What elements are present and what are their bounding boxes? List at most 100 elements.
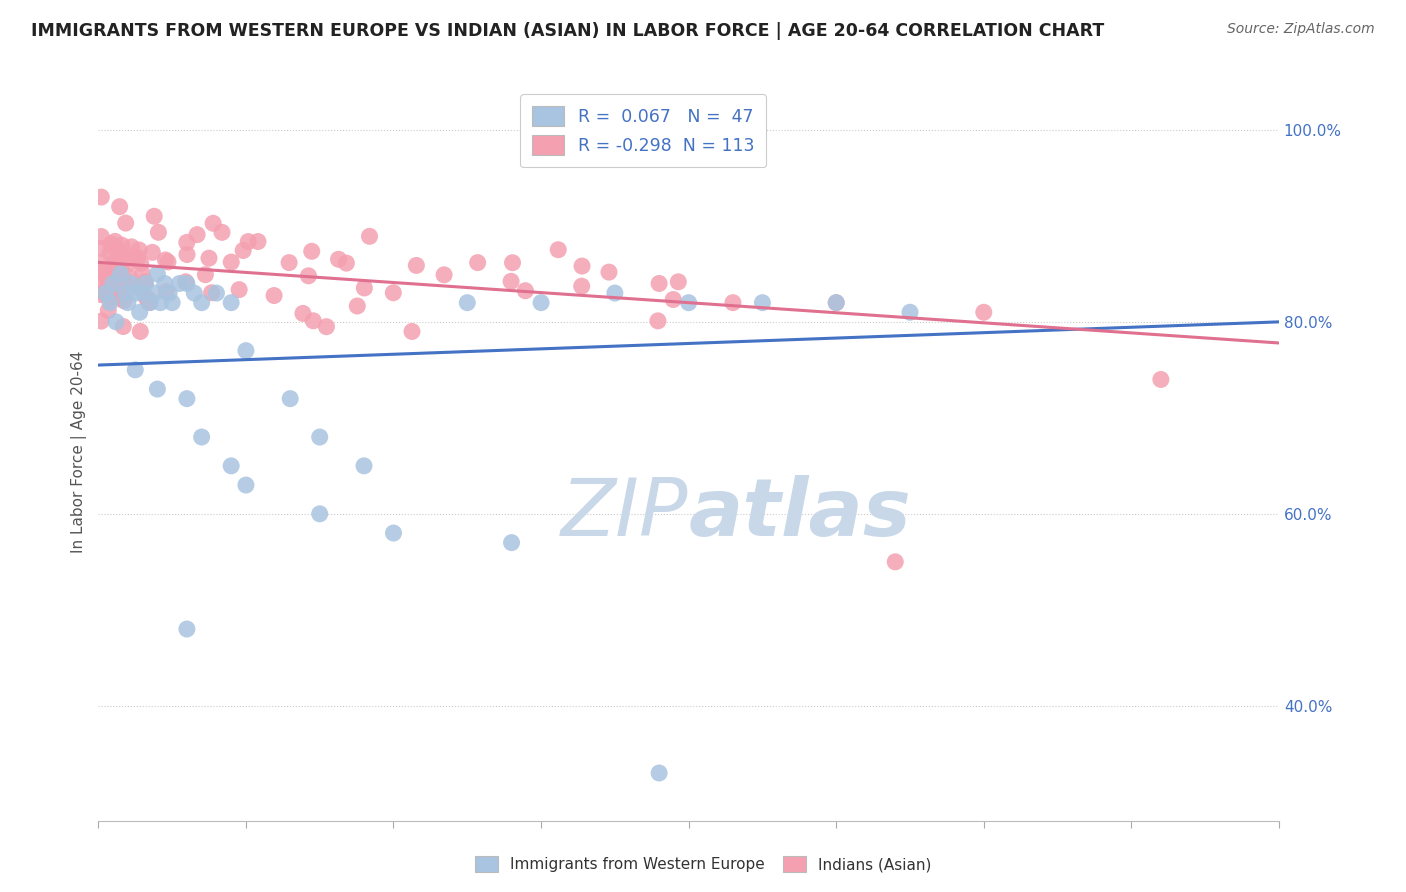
Point — [662, 293, 685, 307]
Point — [467, 255, 489, 269]
Point — [346, 299, 368, 313]
Point — [143, 286, 166, 301]
Point — [90, 314, 112, 328]
Legend: Immigrants from Western Europe, Indians (Asian): Immigrants from Western Europe, Indians … — [467, 848, 939, 880]
Point — [143, 209, 166, 223]
Point — [157, 286, 180, 301]
Point — [169, 277, 191, 291]
Point — [129, 325, 152, 339]
Point — [104, 235, 127, 249]
Point — [104, 260, 127, 275]
Point — [263, 288, 285, 302]
Point — [353, 281, 375, 295]
Point — [107, 244, 129, 258]
Point — [190, 430, 212, 444]
Point — [94, 286, 117, 301]
Point — [98, 273, 121, 287]
Point — [149, 295, 172, 310]
Point — [155, 252, 177, 267]
Point — [202, 216, 225, 230]
Point — [198, 251, 221, 265]
Point — [112, 247, 135, 261]
Point — [174, 275, 197, 289]
Point — [132, 277, 155, 291]
Point — [156, 255, 179, 269]
Text: IMMIGRANTS FROM WESTERN EUROPE VS INDIAN (ASIAN) IN LABOR FORCE | AGE 20-64 CORR: IMMIGRANTS FROM WESTERN EUROPE VS INDIAN… — [31, 22, 1104, 40]
Point — [232, 244, 254, 258]
Point — [108, 251, 131, 265]
Point — [98, 245, 121, 260]
Point — [121, 240, 143, 254]
Point — [114, 276, 136, 290]
Point — [90, 287, 112, 301]
Point — [302, 314, 325, 328]
Point — [884, 555, 907, 569]
Y-axis label: In Labor Force | Age 20-64: In Labor Force | Age 20-64 — [72, 351, 87, 553]
Point — [235, 343, 257, 358]
Point — [101, 267, 124, 281]
Point — [278, 255, 301, 269]
Point — [515, 284, 537, 298]
Point — [127, 251, 149, 265]
Point — [176, 277, 198, 291]
Point — [110, 291, 132, 305]
Point — [114, 285, 136, 300]
Point — [117, 257, 139, 271]
Point — [101, 267, 124, 281]
Point — [110, 277, 132, 291]
Point — [134, 275, 156, 289]
Point — [112, 319, 135, 334]
Point — [359, 229, 381, 244]
Point — [115, 274, 138, 288]
Point — [190, 295, 212, 310]
Point — [666, 275, 689, 289]
Point — [135, 277, 157, 291]
Point — [118, 270, 141, 285]
Point — [103, 255, 125, 269]
Point — [146, 267, 169, 281]
Point — [401, 325, 423, 339]
Point — [1150, 372, 1173, 386]
Point — [315, 319, 337, 334]
Text: Source: ZipAtlas.com: Source: ZipAtlas.com — [1227, 22, 1375, 37]
Point — [751, 295, 773, 310]
Point — [898, 305, 921, 319]
Point — [456, 295, 478, 310]
Point — [219, 295, 242, 310]
Point — [94, 268, 117, 283]
Point — [96, 271, 118, 285]
Point — [114, 286, 136, 301]
Point — [571, 259, 593, 273]
Point — [200, 285, 222, 300]
Point — [97, 275, 120, 289]
Point — [98, 295, 121, 310]
Point — [228, 283, 250, 297]
Point — [721, 295, 744, 310]
Point — [93, 285, 115, 299]
Point — [571, 279, 593, 293]
Point — [547, 243, 569, 257]
Point — [186, 227, 208, 242]
Point — [219, 458, 242, 473]
Point — [335, 256, 357, 270]
Point — [107, 257, 129, 271]
Point — [211, 225, 233, 239]
Point — [111, 238, 134, 252]
Point — [160, 295, 183, 310]
Point — [129, 256, 152, 270]
Point — [176, 392, 198, 406]
Point — [121, 280, 143, 294]
Point — [647, 314, 669, 328]
Point — [101, 277, 124, 291]
Point — [90, 256, 112, 270]
Point — [176, 235, 198, 250]
Point — [120, 277, 142, 291]
Point — [90, 190, 112, 204]
Point — [110, 267, 132, 281]
Point — [499, 274, 522, 288]
Point — [110, 248, 132, 262]
Point — [353, 458, 375, 473]
Point — [328, 252, 350, 267]
Point — [90, 229, 112, 244]
Point — [183, 286, 205, 301]
